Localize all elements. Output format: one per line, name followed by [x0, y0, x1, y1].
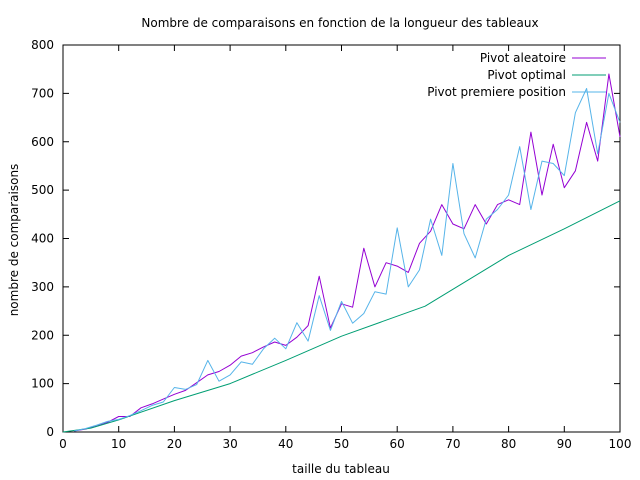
x-tick-label: 50 — [334, 437, 349, 451]
x-axis-label: taille du tableau — [292, 462, 390, 476]
x-tick-label: 90 — [557, 437, 572, 451]
legend-label: Pivot aleatoire — [480, 51, 566, 65]
y-tick-label: 500 — [31, 183, 54, 197]
y-tick-label: 600 — [31, 135, 54, 149]
x-tick-label: 0 — [59, 437, 67, 451]
y-axis-label: nombre de comparaisons — [7, 164, 21, 317]
y-tick-label: 0 — [46, 425, 54, 439]
x-tick-label: 60 — [390, 437, 405, 451]
x-tick-label: 40 — [278, 437, 293, 451]
legend-label: Pivot optimal — [487, 68, 566, 82]
y-tick-label: 400 — [31, 232, 54, 246]
x-tick-label: 100 — [609, 437, 632, 451]
x-tick-label: 30 — [222, 437, 237, 451]
axis-ticks: 0 10 20 30 40 50 60 70 80 90 100 0 100 200 300 400 500 60… — [31, 38, 631, 451]
y-tick-label: 800 — [31, 38, 54, 52]
y-tick-label: 200 — [31, 328, 54, 342]
x-tick-label: 80 — [501, 437, 516, 451]
y-tick-label: 100 — [31, 377, 54, 391]
x-tick-label: 10 — [111, 437, 126, 451]
chart-title: Nombre de comparaisons en fonction de la… — [141, 16, 538, 30]
series-line-pivot-optimal — [63, 201, 620, 432]
plot-frame — [63, 45, 620, 432]
series-line-pivot-aleatoire — [74, 74, 620, 431]
y-tick-label: 700 — [31, 86, 54, 100]
series-line-pivot-premiere-position — [74, 89, 620, 432]
y-tick-label: 300 — [31, 280, 54, 294]
x-tick-label: 70 — [445, 437, 460, 451]
legend: Pivot aleatoire Pivot optimal Pivot premie… — [427, 51, 606, 99]
series-layer — [63, 74, 620, 432]
x-tick-label: 20 — [167, 437, 182, 451]
legend-label: Pivot premiere position — [427, 85, 566, 99]
